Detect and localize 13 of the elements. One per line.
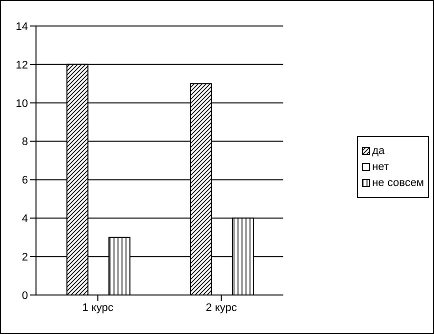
y-tick-label: 10 <box>16 98 28 110</box>
legend-label: да <box>372 145 385 157</box>
legend-label: нет <box>372 161 389 173</box>
x-tick-label: 2 курс <box>206 302 238 314</box>
y-tick-label: 8 <box>22 136 28 148</box>
y-tick-label: 2 <box>22 251 28 264</box>
y-tick-label: 4 <box>22 213 28 226</box>
legend-label: не совсем <box>372 177 424 189</box>
y-tick-label: 6 <box>22 174 28 187</box>
y-tick-label: 12 <box>16 59 28 72</box>
y-tick-label: 0 <box>22 290 28 302</box>
x-tick-label: 1 курс <box>82 302 114 314</box>
y-tick-label: 14 <box>16 20 28 33</box>
